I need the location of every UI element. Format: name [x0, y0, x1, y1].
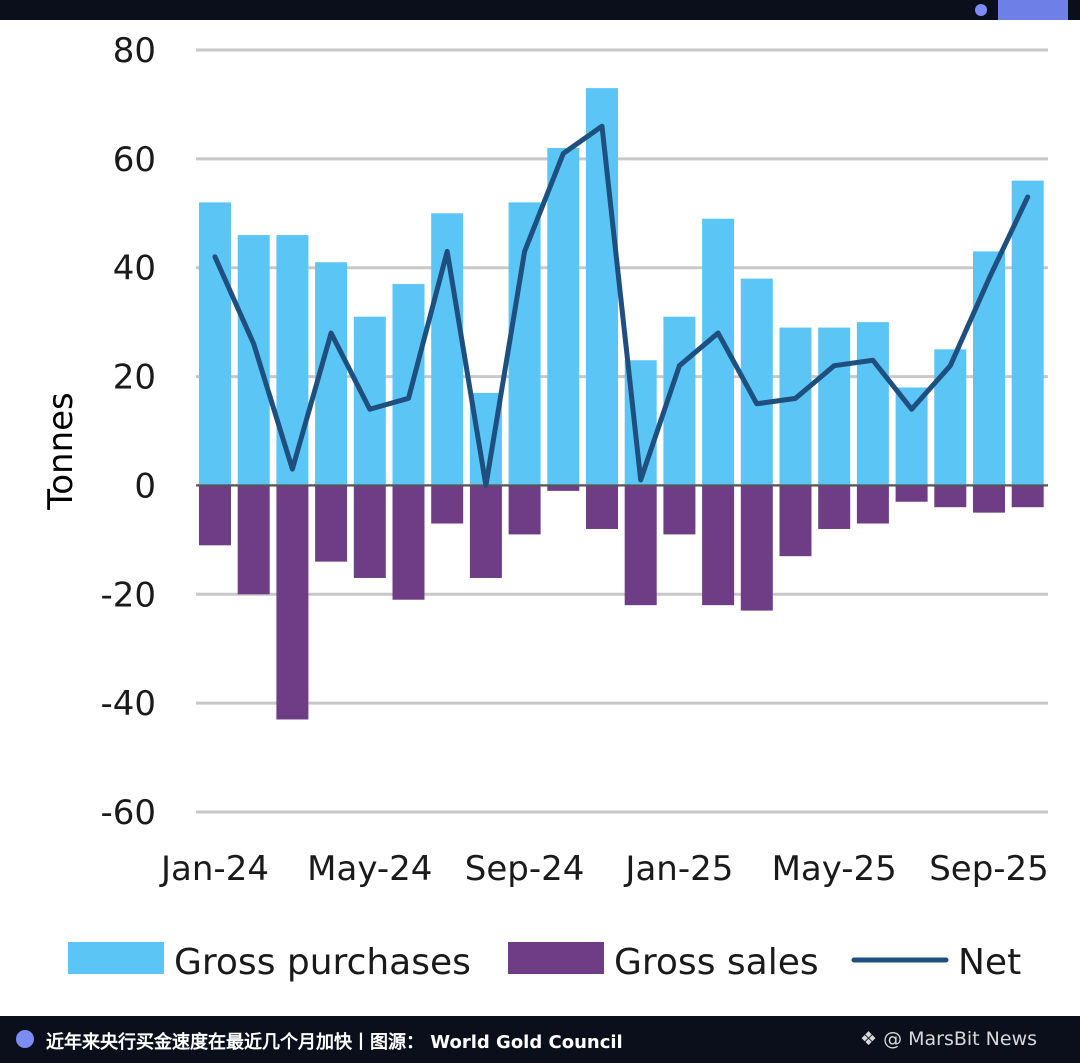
y-tick-label: -40 [100, 684, 156, 724]
legend: Gross purchases Gross sales Net [68, 942, 1021, 983]
purchases-bar [199, 202, 231, 486]
sales-bar [469, 485, 502, 578]
caption-dot-icon [16, 1030, 34, 1048]
purchases-bar [353, 316, 386, 486]
sales-bar [1011, 485, 1044, 508]
x-tick-label: May-24 [307, 849, 432, 889]
purchases-bar [934, 349, 967, 486]
x-tick-label: Jan-25 [623, 849, 733, 889]
purchases-bar [895, 387, 928, 486]
purchases-bar [818, 327, 851, 486]
sales-bar [508, 485, 541, 535]
sales-bar [818, 485, 851, 529]
y-tick-labels: 80 60 40 20 0 -20 -40 -60 [100, 31, 156, 833]
caption-bar: 近年来央行买金速度在最近几个月加快丨图源： World Gold Council… [0, 1016, 1080, 1063]
y-tick-label: -60 [100, 793, 156, 833]
y-tick-label: 60 [113, 140, 156, 180]
watermark: ❖ @ MarsBit News [860, 1028, 1038, 1050]
legend-net-label: Net [958, 942, 1021, 983]
x-tick-label: May-25 [772, 849, 897, 889]
legend-purchases-swatch [68, 942, 164, 974]
purchases-bar [547, 147, 580, 486]
top-bar [0, 0, 1080, 20]
purchases-bar [1011, 180, 1044, 486]
legend-purchases-label: Gross purchases [174, 942, 471, 983]
sales-bar [392, 485, 425, 600]
sales-bar [779, 485, 812, 557]
sales-bar [856, 485, 889, 524]
sales-bar [934, 485, 967, 508]
sales-bar [624, 485, 657, 606]
net-line [212, 123, 1031, 488]
y-axis-label: Tonnes [41, 392, 81, 511]
purchases-bar [856, 322, 889, 486]
sales-bar [199, 485, 231, 546]
purchases-bar [973, 251, 1005, 486]
caption-text: 近年来央行买金速度在最近几个月加快丨图源： World Gold Council [46, 1032, 623, 1053]
sales-bar [973, 485, 1005, 513]
sales-bar [276, 485, 309, 720]
gross-purchases-bars [199, 88, 1044, 486]
y-tick-label: -20 [100, 575, 156, 615]
purchases-bar [392, 284, 425, 486]
legend-sales-swatch [508, 942, 604, 974]
legend-sales-label: Gross sales [614, 942, 819, 983]
sales-bar [237, 485, 270, 595]
x-tick-label: Sep-25 [929, 849, 1049, 889]
sales-bar [895, 485, 928, 502]
y-tick-label: 20 [113, 358, 156, 398]
x-tick-label: Sep-24 [465, 849, 585, 889]
sales-bar [547, 485, 580, 491]
x-tick-label: Jan-24 [159, 849, 269, 889]
sales-bar [663, 485, 696, 535]
indicator-dot-icon [975, 4, 987, 16]
purchases-bar [276, 235, 309, 486]
purchases-bar [779, 327, 812, 486]
top-tab[interactable] [998, 0, 1068, 20]
sales-bar [431, 485, 464, 524]
x-tick-labels: Jan-24 May-24 Sep-24 Jan-25 May-25 Sep-25 [159, 849, 1049, 889]
sales-bar [586, 485, 618, 529]
sales-bar [315, 485, 348, 562]
y-tick-label: 40 [113, 249, 156, 289]
y-tick-label: 0 [134, 466, 156, 506]
y-tick-label: 80 [113, 31, 156, 71]
sales-bar [353, 485, 386, 578]
purchases-bar [237, 235, 270, 486]
gross-sales-bars [199, 485, 1044, 720]
purchases-bar [586, 88, 618, 486]
sales-bar [740, 485, 773, 611]
sales-bar [702, 485, 735, 606]
